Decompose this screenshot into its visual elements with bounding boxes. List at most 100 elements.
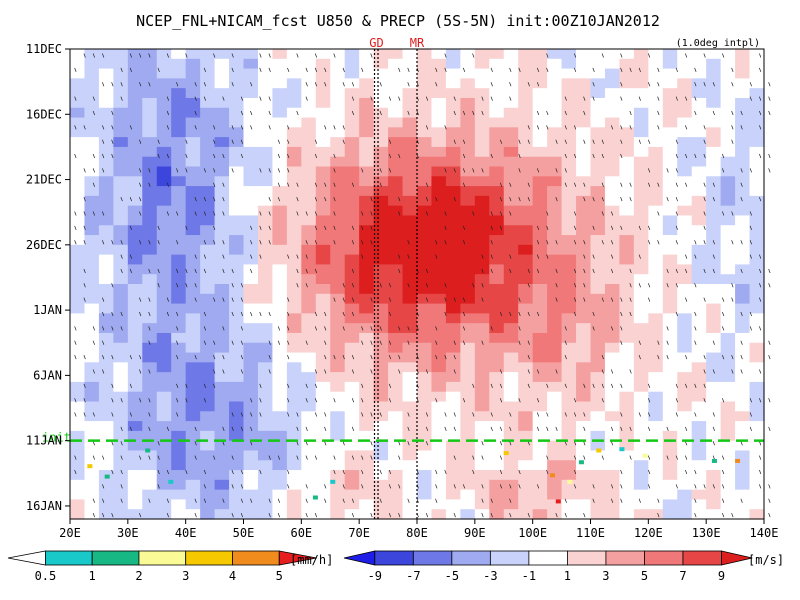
wind-cell bbox=[257, 68, 274, 79]
wind-cell bbox=[344, 225, 360, 236]
wind-cell bbox=[691, 284, 707, 295]
wind-cell bbox=[214, 421, 230, 432]
wind-cell bbox=[315, 264, 331, 275]
wind-cell bbox=[445, 411, 461, 422]
contour-segment bbox=[213, 139, 216, 144]
wind-cell bbox=[359, 489, 375, 501]
contour-segment bbox=[194, 354, 197, 360]
wind-cell bbox=[691, 205, 707, 217]
contour-segment bbox=[92, 96, 95, 101]
wind-cell bbox=[257, 127, 274, 138]
wind-cell bbox=[229, 470, 245, 481]
wind-cell bbox=[604, 244, 621, 256]
wind-cell bbox=[359, 225, 375, 236]
colorbar-swatch bbox=[489, 550, 530, 566]
contour-segment bbox=[324, 498, 327, 503]
contour-segment bbox=[657, 354, 660, 360]
contour-segment bbox=[527, 125, 530, 130]
contour-segment bbox=[453, 412, 456, 417]
contour-segment bbox=[648, 383, 651, 388]
wind-cell bbox=[532, 176, 548, 187]
wind-cell bbox=[344, 479, 360, 491]
contour-segment bbox=[398, 354, 401, 360]
colorbar-label: 1 bbox=[564, 569, 571, 583]
wind-cell bbox=[257, 254, 274, 266]
wind-cell bbox=[84, 137, 100, 148]
contour-segment bbox=[629, 268, 632, 274]
wind-cell bbox=[677, 254, 693, 266]
wind-cell bbox=[388, 225, 404, 236]
wind-cell bbox=[706, 254, 722, 266]
wind-cell bbox=[503, 205, 519, 217]
wind-cell bbox=[706, 362, 722, 373]
precip-cell bbox=[168, 479, 174, 484]
wind-cell bbox=[474, 313, 490, 324]
wind-cell bbox=[749, 342, 765, 354]
wind-cell bbox=[402, 127, 418, 138]
wind-cell bbox=[619, 235, 635, 246]
wind-cell bbox=[388, 391, 404, 403]
wind-cell bbox=[633, 235, 649, 246]
wind-cell bbox=[561, 342, 577, 354]
contour-segment bbox=[102, 211, 105, 216]
wind-cell bbox=[373, 235, 389, 246]
contour-segment bbox=[83, 383, 86, 388]
wind-cell bbox=[402, 156, 418, 168]
contour-segment bbox=[342, 283, 345, 288]
wind-cell bbox=[662, 215, 678, 226]
wind-cell bbox=[70, 293, 86, 305]
wind-cell bbox=[633, 97, 649, 109]
wind-cell bbox=[431, 195, 447, 207]
wind-cell bbox=[561, 450, 577, 461]
contour-segment bbox=[462, 240, 466, 245]
wind-cell bbox=[532, 479, 548, 491]
wind-cell bbox=[576, 127, 592, 138]
contour-segment bbox=[240, 283, 244, 288]
contour-segment bbox=[194, 455, 197, 460]
wind-cell bbox=[344, 401, 360, 412]
contour-segment bbox=[203, 168, 207, 173]
contour-segment bbox=[620, 96, 623, 101]
wind-cell bbox=[576, 186, 592, 197]
wind-cell bbox=[445, 313, 461, 324]
wind-cell bbox=[648, 509, 664, 520]
wind-cell bbox=[200, 88, 216, 99]
contour-segment bbox=[518, 153, 521, 159]
wind-cell bbox=[633, 323, 649, 334]
wind-cell bbox=[272, 450, 288, 461]
wind-cell bbox=[257, 205, 274, 217]
wind-cell bbox=[445, 284, 461, 295]
contour-segment bbox=[361, 340, 364, 345]
wind-cell bbox=[359, 215, 375, 226]
contour-segment bbox=[666, 283, 669, 288]
contour-segment bbox=[305, 383, 308, 388]
wind-cell bbox=[431, 342, 447, 354]
wind-cell bbox=[243, 489, 259, 501]
wind-cell bbox=[749, 274, 765, 285]
contour-segment bbox=[648, 168, 651, 173]
wind-cell bbox=[547, 499, 563, 510]
wind-cell bbox=[662, 284, 678, 295]
wind-cell bbox=[460, 381, 476, 393]
wind-cell bbox=[749, 88, 765, 99]
wind-cell bbox=[229, 411, 245, 422]
wind-cell bbox=[547, 362, 563, 373]
contour-segment bbox=[370, 369, 373, 374]
wind-cell bbox=[633, 303, 649, 314]
wind-cell bbox=[445, 195, 461, 207]
contour-segment bbox=[620, 469, 623, 475]
wind-cell bbox=[359, 332, 375, 344]
wind-cell bbox=[460, 352, 476, 363]
wind-cell bbox=[460, 293, 476, 305]
wind-cell bbox=[677, 332, 693, 344]
wind-cell bbox=[662, 156, 678, 168]
contour-segment bbox=[92, 369, 95, 374]
wind-cell bbox=[460, 372, 476, 383]
wind-cell bbox=[301, 244, 317, 256]
wind-cell bbox=[373, 440, 389, 452]
wind-cell bbox=[619, 489, 635, 501]
wind-cell bbox=[214, 352, 230, 363]
contour-segment bbox=[157, 139, 160, 144]
wind-cell bbox=[214, 156, 230, 168]
wind-cell bbox=[460, 332, 476, 344]
